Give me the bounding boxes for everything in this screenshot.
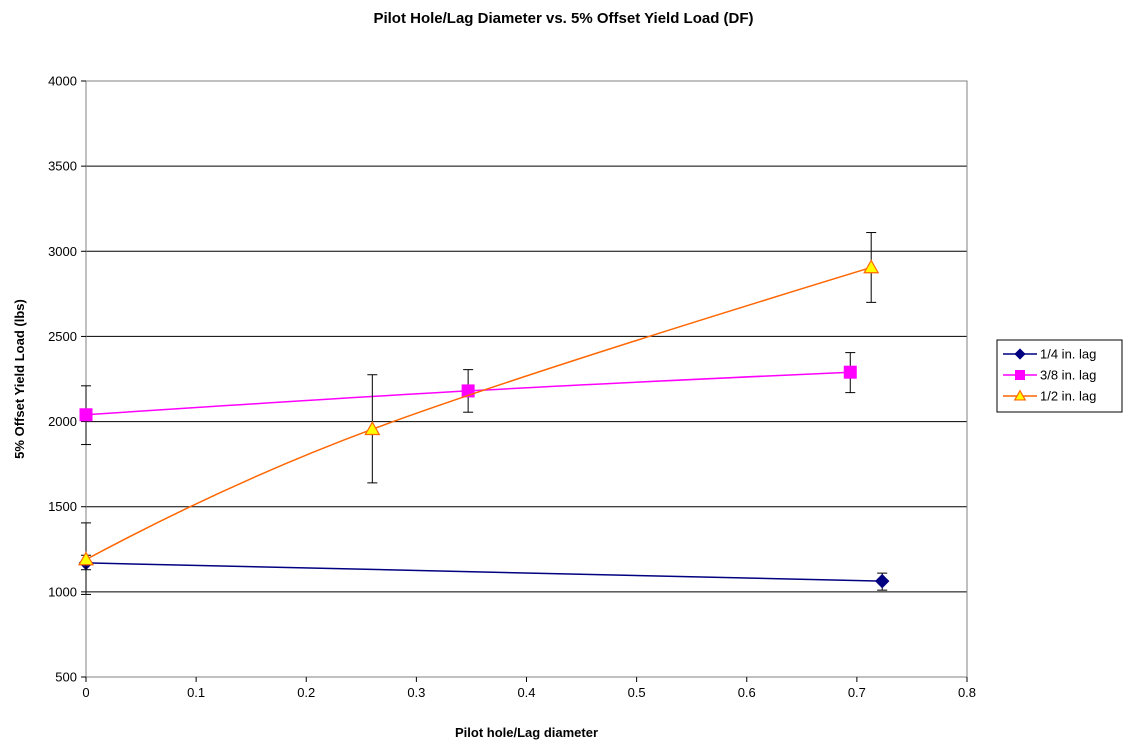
legend-label: 1/4 in. lag [1040, 347, 1096, 362]
y-tick-label: 1500 [48, 499, 77, 514]
y-tick-label: 1000 [48, 584, 77, 599]
x-tick-label: 0.5 [628, 685, 646, 700]
legend-item: 1/2 in. lag [1003, 389, 1096, 404]
data-point-square [843, 365, 857, 379]
x-tick-label: 0.8 [958, 685, 976, 700]
axes [81, 80, 968, 682]
grid-lines [86, 80, 967, 678]
data-point-square [1015, 370, 1025, 380]
tick-labels: 500 1000 1500 2000 2500 3000 3500 4000 0 0.1 0.2 0.… [48, 74, 976, 701]
x-tick-label: 0 [82, 685, 89, 700]
data-point-triangle [1013, 389, 1027, 401]
chart-title: Pilot Hole/Lag Diameter vs. 5% Offset Yi… [373, 10, 754, 27]
data-point-diamond [1014, 348, 1026, 360]
series-layer [77, 232, 890, 595]
legend-label: 3/8 in. lag [1040, 368, 1096, 383]
x-tick-label: 0.6 [738, 685, 756, 700]
series-3 [77, 232, 880, 595]
y-tick-label: 3000 [48, 244, 77, 259]
x-axis-title: Pilot hole/Lag diameter [455, 725, 598, 740]
y-axis-title: 5% Offset Yield Load (lbs) [12, 299, 27, 459]
data-point-triangle [364, 421, 381, 436]
x-tick-label: 0.4 [517, 685, 535, 700]
y-tick-label: 2000 [48, 414, 77, 429]
y-tick-label: 2500 [48, 329, 77, 344]
series-line [85, 266, 872, 561]
series-line [85, 562, 883, 582]
legend-item: 1/4 in. lag [1003, 347, 1096, 362]
legend-item: 3/8 in. lag [1003, 368, 1096, 383]
x-tick-label: 0.2 [297, 685, 315, 700]
legend: 1/4 in. lag 3/8 in. lag 1/2 in. lag [996, 339, 1123, 413]
y-tick-label: 3500 [48, 159, 77, 174]
data-point-triangle [863, 259, 880, 274]
x-tick-label: 0.3 [407, 685, 425, 700]
data-point-triangle [77, 551, 95, 566]
x-tick-label: 0.1 [187, 685, 205, 700]
y-tick-label: 500 [55, 670, 77, 685]
series-1 [78, 554, 890, 591]
data-point-diamond [874, 573, 890, 589]
x-tick-label: 0.7 [848, 685, 866, 700]
plot-frame [85, 80, 968, 678]
y-tick-label: 4000 [48, 74, 77, 89]
series-2 [79, 352, 857, 446]
legend-label: 1/2 in. lag [1040, 389, 1096, 404]
data-point-square [79, 408, 93, 422]
